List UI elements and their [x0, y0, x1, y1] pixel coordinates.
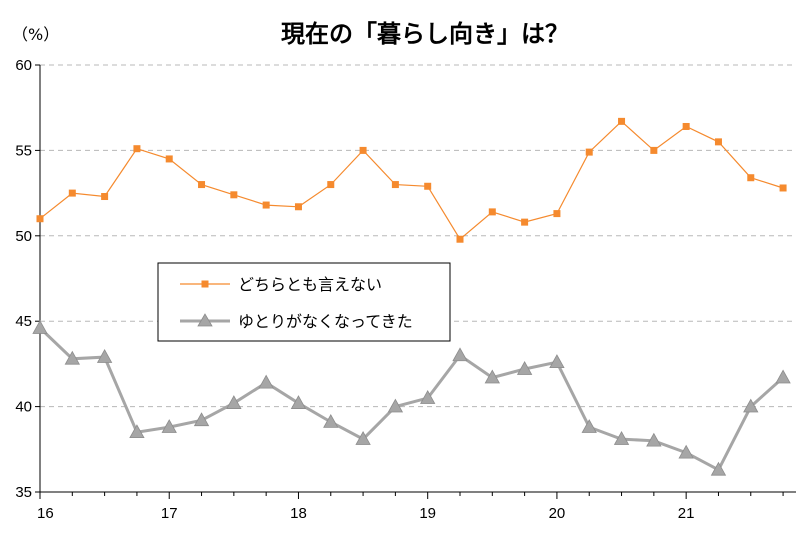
data-point [165, 155, 173, 163]
data-point [650, 146, 658, 154]
x-tick-label: 21 [678, 505, 695, 522]
y-tick-label: 50 [15, 228, 32, 245]
data-point [488, 208, 496, 216]
y-tick-label: 45 [15, 313, 32, 330]
data-point [549, 354, 565, 368]
data-point [779, 184, 787, 192]
data-point [161, 419, 177, 433]
series-line [39, 120, 784, 241]
data-point [678, 444, 694, 459]
series-line [38, 326, 785, 472]
legend-marker [197, 313, 213, 327]
x-tick-label: 19 [419, 505, 436, 522]
x-tick-label: 17 [161, 505, 178, 522]
data-point [585, 148, 593, 156]
data-point [682, 122, 690, 130]
series-1 [36, 117, 787, 243]
data-point [294, 203, 302, 211]
data-point [618, 117, 626, 125]
x-tick-label: 20 [549, 505, 566, 522]
data-point [516, 361, 533, 375]
data-point [32, 320, 48, 334]
y-tick-label: 60 [15, 57, 32, 74]
series-layer [32, 117, 791, 476]
data-point [391, 181, 399, 189]
data-point [230, 191, 238, 199]
legend-label: どちらとも言えない [238, 275, 382, 294]
data-point [323, 413, 339, 428]
data-point [553, 210, 561, 218]
data-point [743, 398, 759, 413]
data-point [226, 395, 242, 409]
x-tick-label: 18 [290, 505, 307, 522]
data-point [484, 369, 500, 384]
legend-item-1: どちらとも言えない [180, 275, 382, 294]
data-point [262, 201, 270, 209]
data-point [198, 181, 206, 189]
data-point [714, 138, 722, 146]
data-point [258, 374, 274, 389]
series-2 [32, 320, 791, 476]
y-axis-ticks: 35 40 45 50 55 60 [15, 57, 40, 501]
x-tick-label: 16 [37, 505, 54, 522]
data-point [68, 189, 76, 197]
data-point [327, 181, 335, 189]
data-point [747, 174, 755, 182]
data-point [613, 431, 630, 445]
data-point [64, 350, 80, 365]
y-axis-unit: （%） [12, 25, 59, 44]
data-point [36, 215, 44, 223]
gridlines [40, 64, 796, 408]
data-point [355, 431, 371, 445]
data-point [420, 390, 436, 404]
data-point [129, 424, 145, 439]
data-point [193, 412, 210, 427]
data-point [101, 193, 109, 201]
data-point [96, 349, 113, 363]
data-point [775, 369, 791, 384]
data-point [133, 145, 141, 153]
data-point [387, 398, 404, 413]
y-tick-label: 40 [15, 399, 32, 416]
y-tick-label: 55 [15, 142, 32, 159]
data-point [581, 419, 597, 433]
chart-title: 現在の「暮らし向き」は？ [281, 20, 569, 48]
data-point [710, 461, 727, 476]
data-point [424, 182, 432, 190]
legend-item-2: ゆとりがなくなってきた [180, 312, 413, 331]
data-point [452, 347, 468, 362]
data-point [646, 432, 662, 447]
legend-marker [201, 280, 209, 288]
y-tick-label: 35 [15, 484, 32, 501]
data-point [359, 146, 367, 154]
data-point [290, 395, 307, 409]
data-point [456, 235, 464, 243]
legend-box [157, 262, 451, 342]
x-axis-ticks: 16 17 18 19 20 21 [37, 492, 784, 522]
legend-label: ゆとりがなくなってきた [238, 312, 413, 331]
data-point [521, 218, 529, 226]
axes [39, 65, 796, 493]
